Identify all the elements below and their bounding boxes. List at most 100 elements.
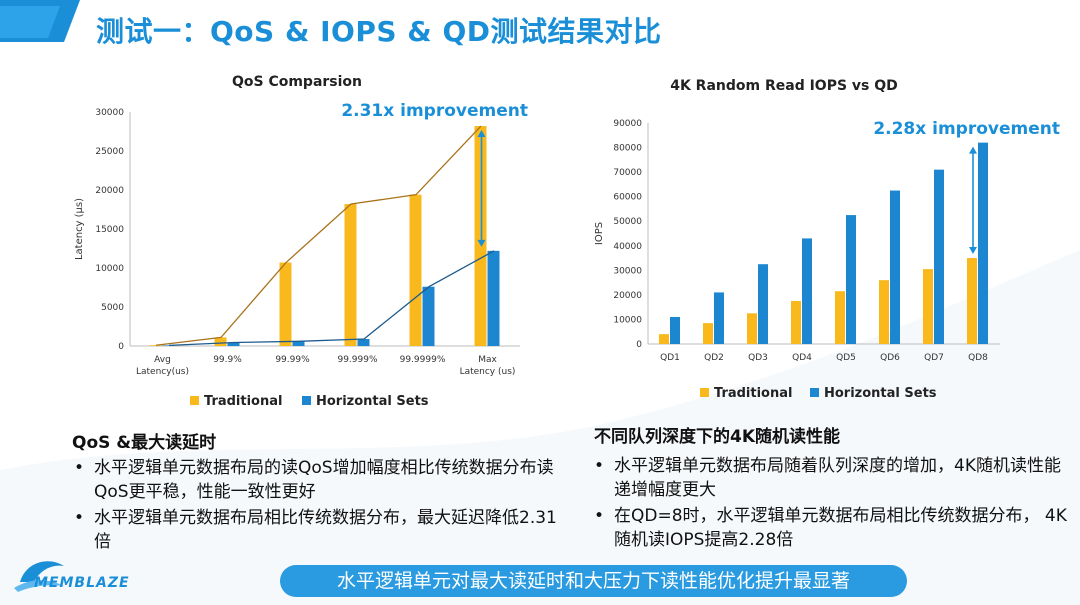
- legend-label: Traditional: [714, 386, 792, 401]
- y-tick-label: 30000: [95, 108, 124, 118]
- chart-title: QoS Comparsion: [232, 74, 362, 90]
- x-tick-label: QD8: [968, 353, 988, 363]
- legend-swatch: [190, 396, 199, 405]
- x-tick-label-line: QD4: [792, 353, 812, 363]
- list-item: 水平逻辑单元数据布局的读QoS增加幅度相比传统数据分布读QoS更平稳，性能一致性…: [72, 456, 562, 504]
- x-tick-label: 99.9999%: [400, 355, 446, 365]
- x-tick-label-line: QD6: [880, 353, 900, 363]
- x-tick-label-line: Max: [478, 355, 497, 365]
- slide-title: 测试一：QoS & IOPS & QD测试结果对比: [96, 15, 662, 48]
- summary-banner: 水平逻辑单元对最大读延时和大压力下读性能优化提升最显著: [280, 565, 907, 597]
- legend-label: Horizontal Sets: [316, 394, 429, 409]
- bar-traditional: [474, 126, 487, 346]
- iops-chart: 4K Random Read IOPS vs QD 0 10000 20000 3000…: [594, 78, 1060, 401]
- y-tick-label: 0: [636, 340, 642, 350]
- y-tick-label: 70000: [613, 168, 642, 178]
- bar-traditional: [409, 194, 422, 346]
- x-tick-label: 99.999%: [337, 355, 377, 365]
- improvement-arrow-head: [477, 239, 486, 247]
- bar-traditional: [791, 301, 801, 344]
- x-tick-label: QD4: [792, 353, 812, 363]
- bar-horizontal-sets: [890, 190, 900, 344]
- bar-traditional: [279, 262, 292, 346]
- y-tick-label: 5000: [101, 303, 124, 313]
- list-item: 水平逻辑单元数据布局相比传统数据分布，最大延迟降低2.31倍: [72, 506, 562, 554]
- bar-traditional: [344, 204, 357, 346]
- bar-traditional: [214, 337, 227, 346]
- bar-traditional: [703, 323, 713, 344]
- left-section-heading: QoS &最大读延时: [72, 433, 217, 453]
- x-tick-label: QD2: [704, 353, 724, 363]
- y-tick-label: 20000: [95, 186, 124, 196]
- y-tick-label: 60000: [613, 193, 642, 203]
- x-tick-label-line: QD5: [836, 353, 856, 363]
- bar-horizontal-sets: [934, 169, 944, 344]
- y-tick-label: 15000: [95, 225, 124, 235]
- x-tick-label-line: QD2: [704, 353, 724, 363]
- y-tick-label: 10000: [613, 315, 642, 325]
- trend-line-traditional: [155, 125, 482, 346]
- improvement-arrow-head: [969, 247, 977, 255]
- bar-traditional: [923, 269, 933, 344]
- y-tick-label: 90000: [613, 119, 642, 129]
- y-tick-label: 20000: [613, 291, 642, 301]
- bar-traditional: [659, 334, 669, 344]
- x-tick-label-line: QD8: [968, 353, 988, 363]
- legend-swatch: [302, 396, 311, 405]
- bar-horizontal-sets: [292, 341, 305, 346]
- x-tick-label: QD6: [880, 353, 900, 363]
- x-tick-label-line: 99.9%: [213, 355, 242, 365]
- bar-traditional: [149, 345, 162, 346]
- x-tick-label-line: Avg: [154, 355, 171, 365]
- x-tick-label: QD7: [924, 353, 944, 363]
- legend-label: Horizontal Sets: [824, 386, 937, 401]
- legend-label: Traditional: [204, 394, 282, 409]
- x-tick-label-line: Latency(us): [136, 367, 189, 377]
- bar-horizontal-sets: [162, 345, 175, 346]
- y-tick-label: 80000: [613, 144, 642, 154]
- y-axis-label: Latency (µs): [74, 198, 85, 260]
- corner-decoration: [0, 0, 80, 42]
- left-bullet-list: 水平逻辑单元数据布局的读QoS增加幅度相比传统数据分布读QoS更平稳，性能一致性…: [72, 456, 562, 556]
- x-tick-label-line: QD3: [748, 353, 768, 363]
- bar-traditional: [879, 280, 889, 344]
- bar-horizontal-sets: [978, 142, 988, 344]
- legend-swatch: [810, 388, 819, 397]
- legend-swatch: [700, 388, 709, 397]
- y-tick-label: 0: [118, 342, 124, 352]
- x-tick-label-line: 99.9999%: [400, 355, 446, 365]
- right-section-heading: 不同队列深度下的4K随机读性能: [594, 427, 841, 447]
- improvement-annotation: 2.28x improvement: [873, 119, 1060, 139]
- y-tick-label: 40000: [613, 242, 642, 252]
- trend-line-horizontal-sets: [168, 250, 495, 347]
- bar-traditional: [835, 291, 845, 344]
- x-tick-label-line: 99.999%: [337, 355, 377, 365]
- improvement-annotation: 2.31x improvement: [341, 101, 528, 121]
- bar-horizontal-sets: [846, 215, 856, 344]
- list-item: 水平逻辑单元数据布局随着队列深度的增加，4K随机读性能递增幅度更大: [592, 454, 1074, 502]
- logo-text: MEMBLAZE: [34, 575, 130, 591]
- bar-traditional: [747, 313, 757, 344]
- qos-chart: QoS Comparsion 0 5000 10000 15000 20000 25000 3…: [74, 74, 528, 409]
- right-bullet-list: 水平逻辑单元数据布局随着队列深度的增加，4K随机读性能递增幅度更大 在QD=8时…: [592, 454, 1074, 554]
- x-tick-label: QD3: [748, 353, 768, 363]
- y-tick-label: 30000: [613, 266, 642, 276]
- x-tick-label: Avg Latency(us): [136, 355, 189, 377]
- y-tick-label: 10000: [95, 264, 124, 274]
- list-item: 在QD=8时，水平逻辑单元数据布局相比传统数据分布， 4K随机读IOPS提高2.…: [592, 504, 1074, 552]
- bar-horizontal-sets: [758, 264, 768, 344]
- y-tick-label: 50000: [613, 217, 642, 227]
- x-tick-label-line: QD1: [660, 353, 680, 363]
- bar-traditional: [967, 258, 977, 344]
- y-tick-label: 25000: [95, 147, 124, 157]
- x-tick-label: 99.9%: [213, 355, 242, 365]
- bar-horizontal-sets: [357, 338, 370, 346]
- bar-horizontal-sets: [670, 316, 680, 344]
- x-tick-label-line: 99.99%: [275, 355, 310, 365]
- memblaze-logo: [14, 561, 64, 592]
- x-tick-label-line: Latency (us): [460, 367, 516, 377]
- bar-horizontal-sets: [714, 292, 724, 344]
- improvement-arrow-head: [477, 130, 486, 138]
- bar-horizontal-sets: [487, 250, 500, 346]
- bar-horizontal-sets: [227, 342, 240, 346]
